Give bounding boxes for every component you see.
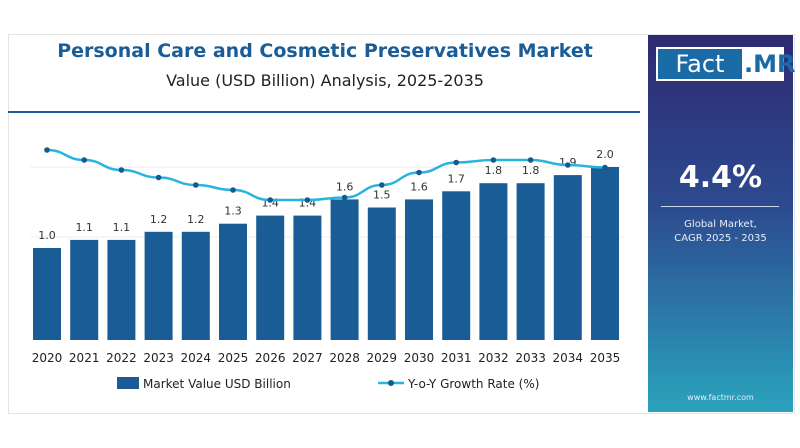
- growth-point-2030: [416, 169, 422, 176]
- logo-mr: .MR: [744, 50, 796, 78]
- bar-label-2031: 1.7: [447, 172, 465, 185]
- x-tick-2028: 2028: [329, 351, 360, 365]
- growth-point-2029: [379, 182, 385, 188]
- growth-point-2020: [44, 147, 50, 153]
- legend-bar-label: Market Value USD Billion: [143, 377, 291, 391]
- bar-2035: [591, 167, 619, 340]
- bar-label-2033: 1.8: [522, 164, 540, 177]
- cagr-value: 4.4%: [678, 160, 763, 195]
- growth-point-2026: [267, 197, 274, 203]
- bar-label-2024: 1.2: [187, 213, 205, 226]
- x-tick-2033: 2033: [515, 351, 546, 365]
- x-tick-2027: 2027: [292, 351, 323, 365]
- bar-2029: [367, 207, 396, 340]
- bar-2026: [256, 215, 285, 340]
- growth-point-2034: [565, 162, 571, 168]
- growth-point-2025: [230, 187, 236, 193]
- bar-2027: [293, 215, 322, 340]
- bar-label-2022: 1.1: [113, 221, 131, 234]
- growth-point-2032: [490, 157, 497, 163]
- bar-label-2035: 2.0: [596, 148, 614, 161]
- growth-point-2033: [527, 157, 534, 163]
- sidebar-panel: [648, 35, 793, 412]
- bar-2031: [442, 191, 471, 340]
- x-tick-2030: 2030: [404, 351, 435, 365]
- legend-bar-swatch: [117, 377, 139, 389]
- growth-point-2035: [602, 164, 608, 171]
- x-tick-2020: 2020: [32, 351, 63, 365]
- bar-label-2021: 1.1: [75, 221, 93, 234]
- bar-2021: [70, 239, 99, 340]
- bar-label-2025: 1.3: [224, 205, 242, 218]
- growth-point-2021: [81, 157, 87, 163]
- growth-point-2031: [453, 159, 460, 166]
- bar-2033: [516, 183, 545, 340]
- bar-2024: [181, 231, 210, 340]
- logo-fact: Fact: [658, 49, 742, 79]
- bar-label-2023: 1.2: [150, 213, 168, 226]
- x-tick-2022: 2022: [106, 351, 137, 365]
- growth-point-2027: [304, 197, 311, 203]
- bar-label-2020: 1.0: [38, 229, 56, 242]
- x-tick-2026: 2026: [255, 351, 286, 365]
- factmr-logo: Fact .MR: [656, 47, 795, 81]
- x-tick-2031: 2031: [441, 351, 472, 365]
- x-tick-2025: 2025: [218, 351, 249, 365]
- bar-2023: [144, 231, 173, 340]
- website-link[interactable]: www.factmr.com: [687, 393, 754, 402]
- x-tick-2035: 2035: [590, 351, 621, 365]
- bar-label-2029: 1.5: [373, 189, 391, 202]
- legend-line-marker: [388, 380, 394, 386]
- chart-title: Personal Care and Cosmetic Preservatives…: [57, 40, 593, 62]
- bar-2028: [330, 199, 359, 340]
- bar-2030: [405, 199, 433, 340]
- legend-line-label: Y-o-Y Growth Rate (%): [407, 377, 539, 391]
- bar-2022: [107, 239, 136, 340]
- cagr-label-line1: Global Market,: [684, 219, 757, 230]
- x-tick-2021: 2021: [69, 351, 100, 365]
- growth-point-2028: [341, 194, 348, 201]
- growth-line: [46, 148, 606, 202]
- x-tick-2032: 2032: [478, 351, 509, 365]
- x-tick-2023: 2023: [143, 351, 174, 365]
- x-tick-2034: 2034: [553, 351, 584, 365]
- bar-label-2028: 1.6: [336, 180, 354, 193]
- cagr-divider: [661, 206, 779, 207]
- bar-label-2032: 1.8: [485, 164, 503, 177]
- growth-point-2024: [193, 182, 199, 188]
- bar-2032: [479, 183, 508, 340]
- chart-subtitle: Value (USD Billion) Analysis, 2025-2035: [166, 71, 484, 90]
- growth-point-2022: [118, 167, 125, 173]
- bar-2025: [219, 223, 247, 340]
- x-tick-2029: 2029: [367, 351, 398, 365]
- bar-2034: [553, 175, 582, 340]
- growth-point-2023: [155, 174, 162, 181]
- bar-2020: [33, 248, 61, 340]
- cagr-label: Global Market, CAGR 2025 - 2035: [648, 218, 793, 246]
- bar-label-2030: 1.6: [410, 180, 428, 193]
- x-tick-2024: 2024: [181, 351, 212, 365]
- cagr-label-line2: CAGR 2025 - 2035: [674, 233, 767, 244]
- chart-svg: 1.0 2020 1.1 2021 1.1 2022 1.2 2023 1.2 2024 1.3 20…: [30, 147, 625, 391]
- header-divider: [8, 111, 640, 113]
